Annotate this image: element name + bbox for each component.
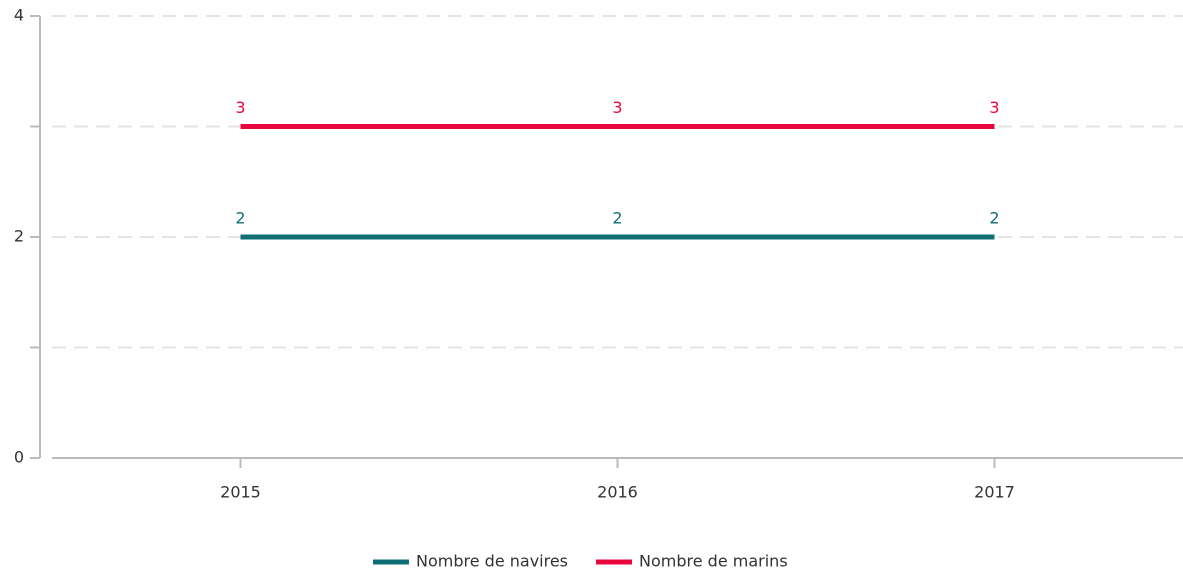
data-label: 3: [235, 98, 245, 117]
data-label: 2: [989, 209, 999, 228]
data-label: 2: [235, 209, 245, 228]
legend-label: Nombre de marins: [639, 552, 788, 571]
data-label: 2: [612, 209, 622, 228]
y-tick-label: 0: [14, 448, 24, 467]
legend-label: Nombre de navires: [416, 552, 568, 571]
y-tick-label: 4: [14, 6, 24, 25]
data-label: 3: [612, 98, 622, 117]
x-tick-label: 2016: [597, 483, 638, 502]
x-tick-label: 2017: [974, 483, 1015, 502]
y-tick-label: 2: [14, 227, 24, 246]
data-label: 3: [989, 98, 999, 117]
x-tick-label: 2015: [220, 483, 261, 502]
